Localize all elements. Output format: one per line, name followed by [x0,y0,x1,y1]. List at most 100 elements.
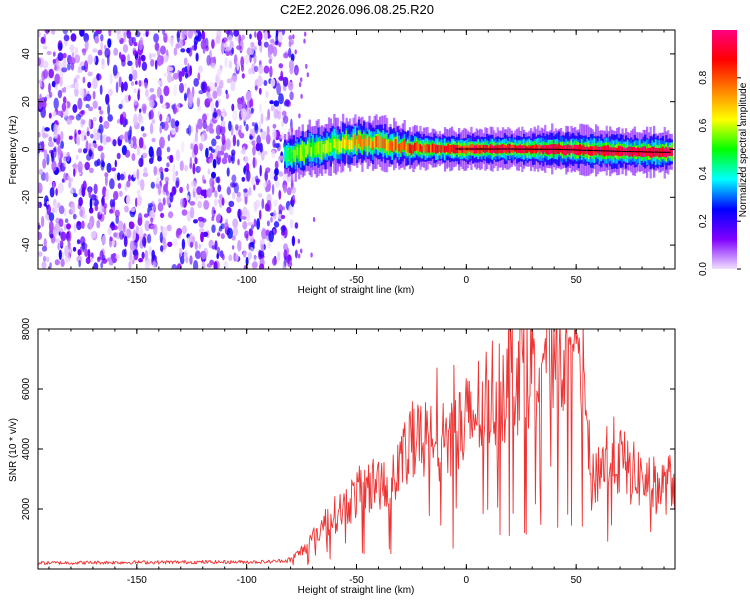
noise-speckle [166,162,170,168]
noise-speckle [41,140,45,152]
noise-speckle [92,48,98,53]
noise-speckle [121,249,126,258]
noise-speckle [100,261,104,269]
noise-speckle [193,143,199,156]
ridge-cell [359,135,362,147]
ridge-cell [343,139,347,149]
noise-speckle [150,181,155,189]
noise-speckle [252,156,256,169]
ridge-cell [366,140,369,151]
noise-speckle [79,209,84,217]
ridge-cell [315,143,318,155]
noise-speckle [217,232,221,237]
noise-speckle [205,147,209,159]
noise-speckle [236,45,242,50]
noise-speckle [142,236,147,247]
noise-speckle [132,50,138,56]
noise-speckle [254,65,259,73]
spectrogram-y-tick-label: 20 [21,96,32,108]
noise-speckle [57,242,60,251]
noise-speckle [179,160,184,172]
noise-speckle [249,47,255,56]
noise-speckle [159,136,165,149]
noise-speckle [149,52,152,61]
noise-speckle [109,73,113,85]
noise-speckle [258,64,264,75]
noise-speckle [119,173,125,181]
noise-speckle [117,220,124,232]
noise-speckle [81,186,86,198]
noise-speckle [138,80,142,87]
snr-x-axis-label: Height of straight line (km) [298,585,415,596]
noise-speckle [68,135,73,140]
noise-speckle [267,30,270,40]
noise-speckle [110,254,114,260]
noise-speckle [70,202,76,215]
noise-speckle [203,179,207,184]
noise-speckle [67,247,73,256]
noise-speckle [150,224,156,230]
noise-speckle [62,96,67,104]
noise-speckle [207,168,211,175]
noise-speckle [162,197,166,206]
noise-speckle [206,55,211,66]
noise-speckle [282,115,289,124]
ridge-cell [345,135,348,146]
noise-speckle [282,206,285,211]
noise-speckle [273,100,280,107]
noise-speckle [274,160,279,169]
noise-speckle [49,233,54,239]
noise-speckle [167,66,174,71]
noise-speckle [248,251,252,260]
noise-speckle [209,177,215,187]
noise-speckle [74,54,81,64]
noise-speckle [179,186,184,194]
ridge-cell [424,144,427,154]
noise-speckle [198,166,201,172]
noise-speckle [112,64,118,77]
noise-speckle [144,82,148,89]
noise-speckle [45,256,50,263]
snr-x-tick-label: 0 [464,575,470,586]
noise-speckle [129,240,135,251]
noise-speckle [70,33,77,42]
noise-speckle [215,34,221,45]
noise-speckle [228,120,232,132]
noise-speckle [62,30,68,35]
noise-speckle [119,113,124,125]
noise-speckle [81,220,85,229]
noise-speckle [169,192,174,203]
noise-speckle [94,204,99,212]
ridge-cell [317,141,320,154]
noise-speckle [212,90,218,99]
noise-speckle [215,75,220,85]
noise-speckle [184,164,189,172]
noise-speckle [57,144,62,155]
noise-speckle [208,123,213,130]
noise-speckle [180,48,186,53]
noise-speckle [210,62,216,70]
noise-speckle [273,199,278,207]
noise-speckle [80,119,86,125]
noise-speckle [67,62,71,71]
noise-speckle [195,52,199,62]
noise-speckle [244,196,248,205]
spectrogram-plot-area [38,30,673,269]
noise-speckle [282,76,289,87]
noise-speckle [145,89,149,98]
noise-speckle [42,60,49,69]
ridge-cell [384,138,387,149]
noise-speckle [173,84,178,97]
noise-speckle [201,250,207,260]
noise-speckle [42,158,47,169]
noise-speckle [99,110,104,115]
ridge-cell [324,143,327,154]
noise-speckle [77,249,82,256]
noise-speckle [253,218,257,227]
noise-speckle [60,231,67,242]
ridge-cell [322,143,325,153]
noise-speckle [251,261,258,269]
noise-speckle [236,139,240,147]
ridge-cell [428,144,431,153]
ridge-cell [559,145,563,153]
